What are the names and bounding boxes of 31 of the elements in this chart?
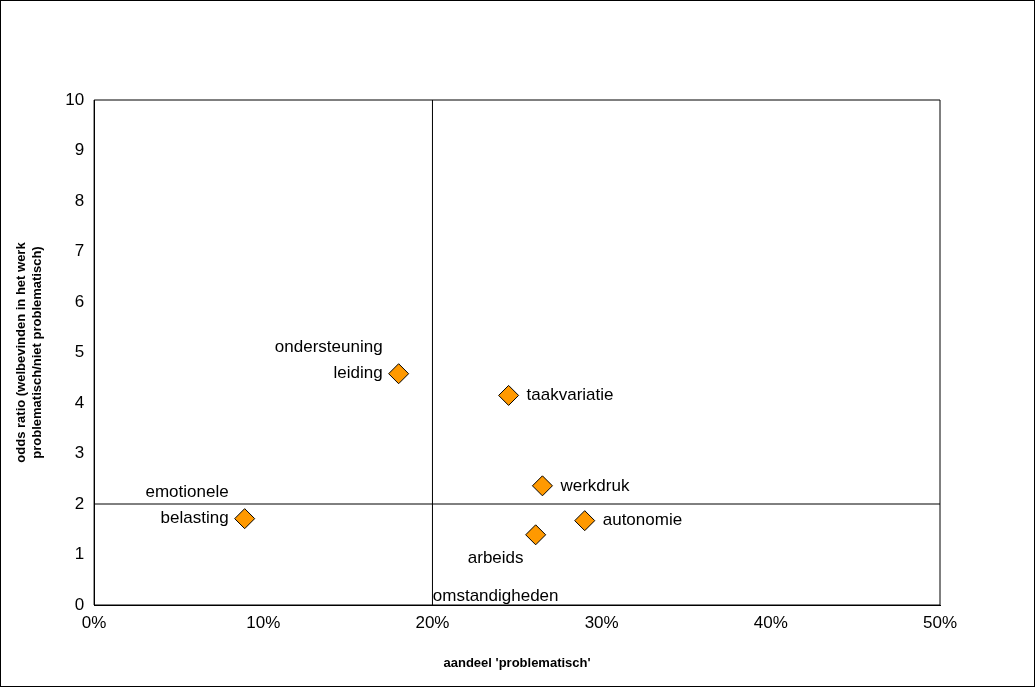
point — [498, 384, 520, 406]
y-tick-label: 8 — [74, 190, 85, 210]
y-axis-title: odds ratio (welbevinden in het werk problematisch/niet problematisch) — [13, 241, 44, 463]
y-tick-label: 10 — [65, 89, 85, 109]
annotation: ondersteuning leiding — [274, 337, 383, 383]
y-tick-label: 6 — [74, 291, 85, 311]
point — [574, 510, 596, 532]
y-tick-label: 4 — [74, 392, 85, 412]
y-tick-label: 3 — [74, 443, 85, 463]
y-tick-label: 2 — [74, 493, 85, 513]
point — [531, 475, 553, 497]
y-tick-label: 0 — [74, 594, 85, 614]
point — [388, 363, 410, 385]
point — [525, 524, 547, 546]
x-tick-label: 20% — [415, 612, 450, 632]
annotation: werkdruk — [559, 475, 630, 495]
x-tick-label: 30% — [584, 612, 619, 632]
annotation: taakvariatie — [526, 385, 614, 405]
x-tick-label: 10% — [246, 612, 281, 632]
y-tick-label: 9 — [74, 140, 85, 160]
annotation: emotionele belasting — [145, 482, 229, 528]
x-tick-label: 50% — [922, 612, 958, 632]
x-axis-title: aandeel 'problematisch' — [443, 654, 591, 670]
x-tick-label: 40% — [753, 612, 788, 632]
annotation: autonomie — [602, 510, 683, 530]
y-tick-label: 1 — [74, 544, 85, 564]
y-tick-label: 5 — [74, 342, 85, 362]
point — [234, 508, 256, 530]
y-tick-label: 7 — [74, 241, 85, 261]
annotation: arbeids omstandigheden — [432, 548, 559, 606]
x-tick-label: 0% — [81, 612, 107, 632]
